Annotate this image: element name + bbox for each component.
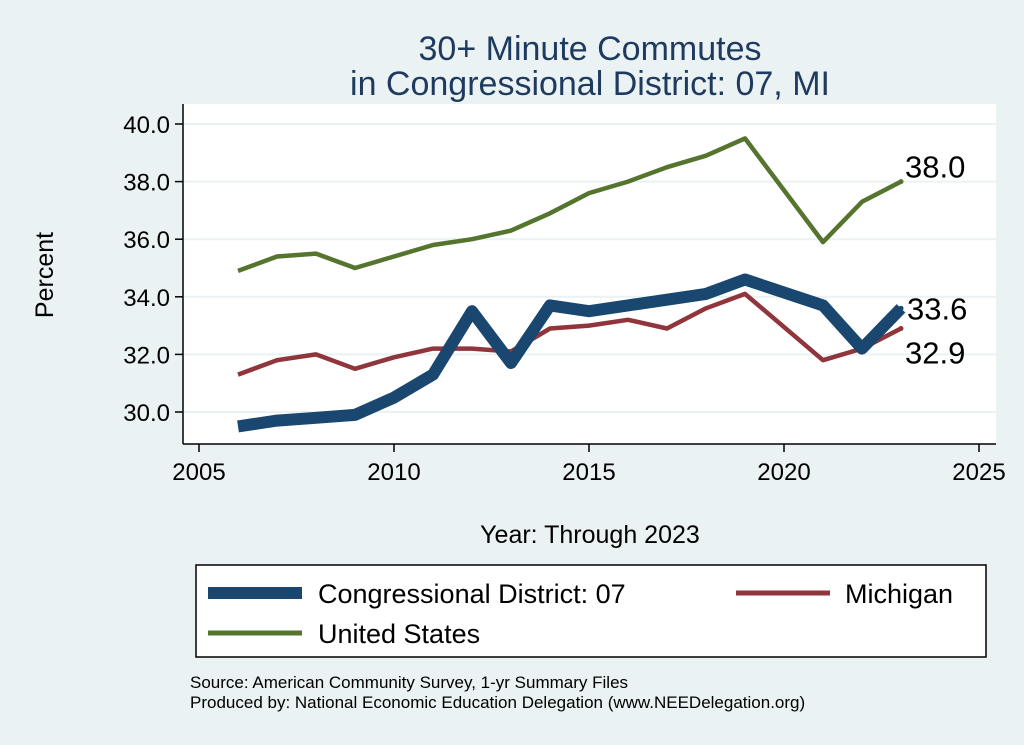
y-tick-label-3: 36.0: [123, 227, 170, 254]
x-tick-label-1: 2010: [367, 459, 420, 486]
legend-label-us: United States: [318, 619, 480, 649]
y-axis-label: Percent: [31, 232, 59, 318]
end-label-1: 32.9: [905, 335, 965, 370]
y-tick-label-4: 38.0: [123, 170, 170, 197]
y-tick-label-1: 32.0: [123, 342, 170, 369]
x-tick-label-3: 2020: [757, 459, 810, 486]
series-end-point-1: [898, 325, 904, 331]
producer-note: Produced by: National Economic Education…: [190, 693, 806, 712]
end-labels: 33.6 32.9 38.0: [905, 150, 967, 371]
legend-label-district: Congressional District: 07: [318, 579, 626, 609]
end-label-2: 38.0: [905, 150, 965, 185]
y-axis-ticks: 30.0 32.0 34.0 36.0 38.0 40.0: [123, 112, 183, 427]
series-line-0: [237, 273, 906, 433]
source-note: Source: American Community Survey, 1-yr …: [190, 673, 629, 692]
series-lines: [237, 136, 906, 433]
series-line-2: [237, 136, 903, 274]
end-label-0: 33.6: [907, 291, 967, 326]
x-axis-ticks: 2005 2010 2015 2020 2025: [172, 444, 1006, 486]
chart-title-line-2: in Congressional District: 07, MI: [350, 65, 830, 103]
legend-label-michigan: Michigan: [845, 579, 953, 609]
x-tick-label-2: 2015: [562, 459, 615, 486]
x-tick-label-4: 2025: [952, 459, 1005, 486]
series-line-1: [237, 291, 903, 377]
y-tick-label-5: 40.0: [123, 112, 170, 139]
chart-title-line-1: 30+ Minute Commutes: [419, 30, 762, 68]
legend-box: [195, 564, 987, 658]
x-axis-label: Year: Through 2023: [480, 521, 700, 549]
y-tick-label-2: 34.0: [123, 285, 170, 312]
y-tick-label-0: 30.0: [123, 400, 170, 427]
plot-area: [183, 104, 996, 444]
series-end-point-0: [898, 305, 904, 311]
x-tick-label-0: 2005: [172, 459, 225, 486]
series-end-point-2: [898, 179, 904, 185]
